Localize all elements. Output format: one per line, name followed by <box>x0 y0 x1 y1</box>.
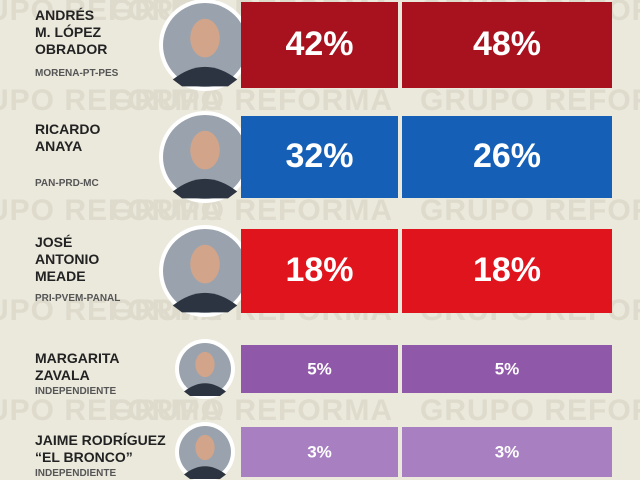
bar <box>402 427 612 477</box>
candidate-name: OBRADOR <box>35 41 107 57</box>
face <box>190 244 220 284</box>
candidate-name: JAIME RODRÍGUEZ <box>35 432 166 448</box>
watermark: GRUPO REFORMA <box>0 394 223 427</box>
watermark: GRUPO REFORMA <box>110 194 393 227</box>
bar <box>402 229 612 313</box>
candidate-name: RICARDO <box>35 121 100 137</box>
party: INDEPENDIENTE <box>35 386 116 397</box>
candidate-name: MEADE <box>35 268 86 284</box>
percent: 26% <box>473 137 541 175</box>
shoulders <box>184 466 226 479</box>
watermark: GRUPO REFORMA <box>0 84 223 117</box>
bar <box>241 229 398 313</box>
candidate-name: M. LÓPEZ <box>35 23 102 40</box>
party: INDEPENDIENTE <box>35 468 116 479</box>
bar <box>402 116 612 198</box>
candidate-name: MARGARITA <box>35 350 120 366</box>
face <box>190 18 220 58</box>
watermark: GRUPO REFORMA <box>110 84 393 117</box>
watermark: GRUPO REFORMA <box>420 194 640 227</box>
bar <box>241 345 398 393</box>
percent: 5% <box>307 359 332 378</box>
percent: 18% <box>285 251 353 289</box>
candidate-name: JOSÉ <box>35 234 72 250</box>
shoulders <box>172 178 238 199</box>
shoulders <box>184 383 226 396</box>
watermark: GRUPO REFORMA <box>420 84 640 117</box>
party: MORENA-PT-PES <box>35 68 119 79</box>
watermark: GRUPO REFORMA <box>0 194 223 227</box>
face <box>190 130 220 170</box>
candidate-name: “EL BRONCO” <box>35 449 133 465</box>
shoulders <box>172 292 238 313</box>
candidate-name: ANAYA <box>35 138 82 154</box>
watermark: GRUPO REFORMA <box>420 394 640 427</box>
percent: 3% <box>495 442 520 461</box>
party: PAN-PRD-MC <box>35 178 99 189</box>
percent: 5% <box>495 359 520 378</box>
percent: 18% <box>473 251 541 289</box>
candidate-name: ANDRÉS <box>35 7 94 23</box>
bar <box>402 345 612 393</box>
bar <box>241 116 398 198</box>
percent: 48% <box>473 25 541 63</box>
bar <box>241 2 398 88</box>
percent: 32% <box>285 137 353 175</box>
shoulders <box>172 66 238 87</box>
candidate-name: ANTONIO <box>35 251 99 267</box>
percent: 3% <box>307 442 332 461</box>
percent: 42% <box>285 25 353 63</box>
face <box>195 351 215 378</box>
bar <box>402 2 612 88</box>
bar <box>241 427 398 477</box>
watermark: GRUPO REFORMA <box>110 394 393 427</box>
candidate-name: ZAVALA <box>35 367 90 383</box>
party: PRI-PVEM-PANAL <box>35 293 120 304</box>
face <box>195 434 215 461</box>
